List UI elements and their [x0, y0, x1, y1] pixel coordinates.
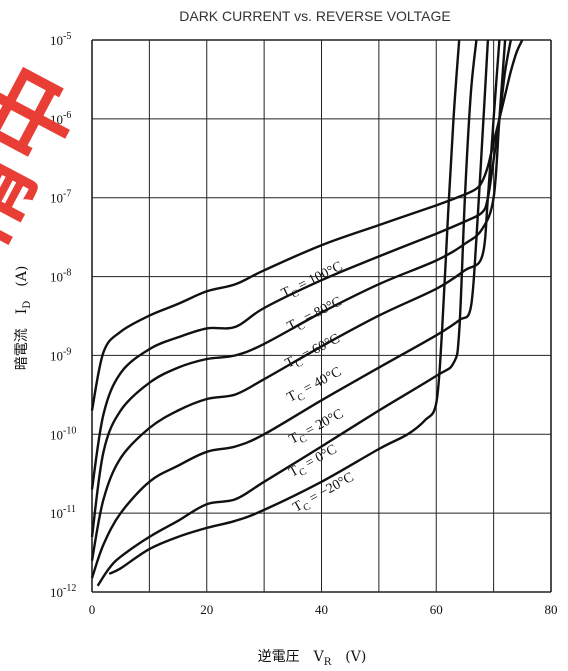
curve: [108, 39, 461, 575]
x-tick-label: 0: [89, 602, 96, 617]
y-tick-label: 10-9: [50, 346, 71, 363]
watermark: 中 精: [0, 49, 101, 264]
x-tick-label: 20: [200, 602, 213, 617]
y-tick-label: 10-12: [50, 583, 76, 600]
y-tick-label: 10-10: [50, 425, 76, 442]
chart-title: DARK CURRENT vs. REVERSE VOLTAGE: [179, 8, 451, 24]
x-tick-label: 80: [545, 602, 558, 617]
svg-text:中: 中: [0, 49, 101, 180]
curve: [90, 39, 512, 490]
curves: [90, 39, 524, 587]
series-labels: TC = 100°CTC = 80°CTC = 60°CTC = 40°CTC …: [279, 259, 356, 515]
y-tick-label: 10-11: [50, 504, 76, 521]
y-tick-label: 10-7: [50, 189, 71, 206]
y-tick-label: 10-6: [50, 110, 71, 127]
curve: [90, 39, 507, 538]
series-label: TC = 40°C: [285, 365, 346, 409]
y-tick-label: 10-5: [50, 31, 71, 48]
x-tick-label: 40: [315, 602, 328, 617]
curve: [90, 39, 501, 561]
tick-labels: 0 20 40 60 80 10-12 10-11 10-10 10-9 10-8 10-7 10-6…: [50, 31, 558, 617]
x-tick-label: 60: [430, 602, 443, 617]
curve: [90, 39, 524, 411]
y-axis-label: 暗電流 ID (A): [14, 266, 33, 371]
series-label: TC = 20°C: [287, 407, 348, 451]
x-axis-label: 逆電圧 VR (V): [258, 649, 367, 668]
y-tick-label: 10-8: [50, 268, 71, 285]
curve: [96, 39, 478, 587]
curve: [90, 39, 490, 579]
